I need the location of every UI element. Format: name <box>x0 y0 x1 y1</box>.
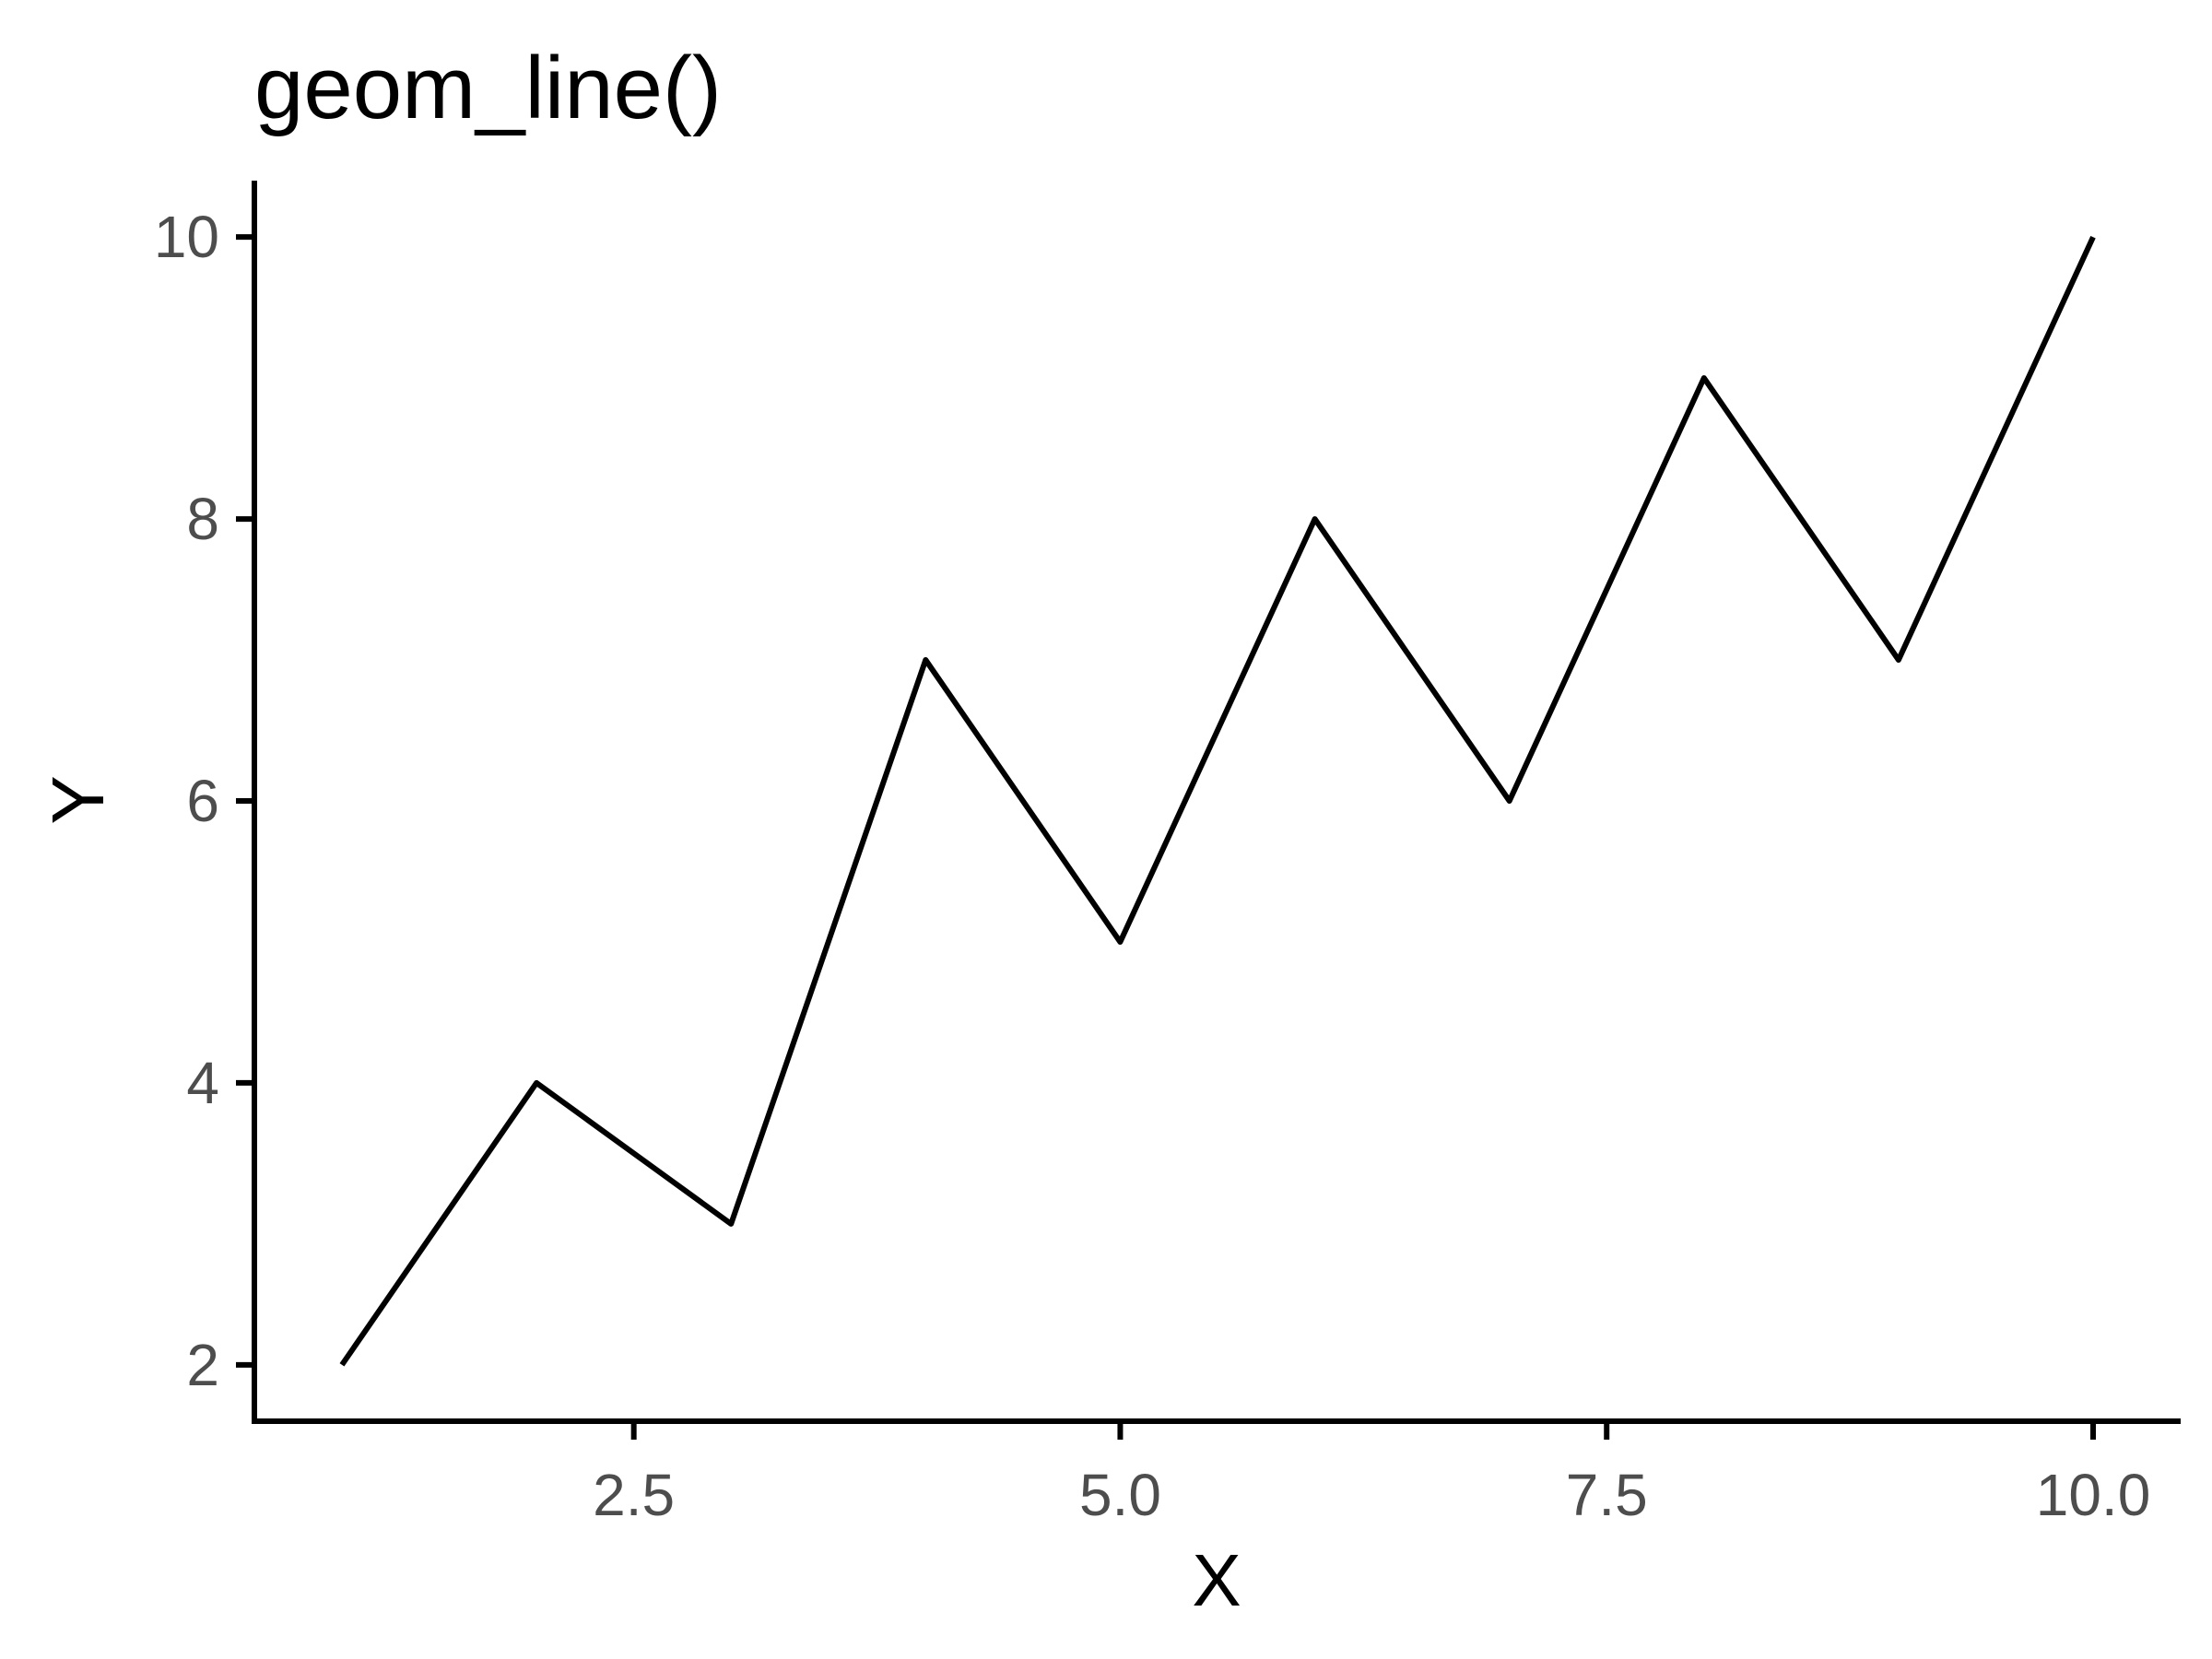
x-tick-label: 7.5 <box>1566 1462 1648 1528</box>
chart-title: geom_line() <box>254 39 722 137</box>
x-tick-label: 2.5 <box>593 1462 675 1528</box>
y-axis-ticks: 2 4 6 8 10 <box>154 204 254 1398</box>
x-tick-label: 10.0 <box>2036 1462 2151 1528</box>
y-tick-label: 4 <box>186 1050 219 1116</box>
y-tick-label: 10 <box>154 204 219 270</box>
y-tick-label: 8 <box>186 486 219 552</box>
y-tick-label: 6 <box>186 768 219 834</box>
series-layer <box>339 235 2096 1367</box>
x-tick-label: 5.0 <box>1079 1462 1161 1528</box>
y-axis-title: Y <box>37 775 119 824</box>
y-tick-label: 2 <box>186 1332 219 1398</box>
series-line <box>339 235 2096 1367</box>
x-axis-ticks: 2.5 5.0 7.5 10.0 <box>593 1421 2150 1528</box>
x-axis-title: X <box>1192 1539 1241 1621</box>
